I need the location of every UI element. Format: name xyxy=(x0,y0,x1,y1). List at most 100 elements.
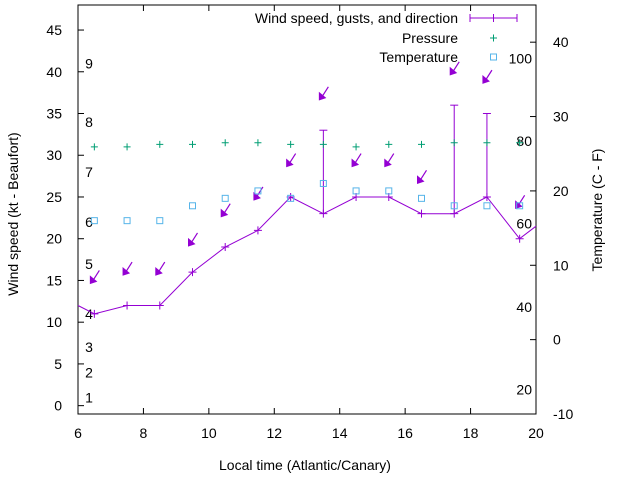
fahrenheit-label: 60 xyxy=(516,216,532,232)
pressure-point xyxy=(123,143,131,151)
y-axis-ticks: 0 5 10 15 20 25 30 35 40 45 xyxy=(46,22,84,414)
pressure-point xyxy=(450,139,458,147)
pressure-point xyxy=(156,140,164,148)
temperature-point xyxy=(287,194,295,202)
temperature-point xyxy=(352,187,360,195)
beaufort-label: 1 xyxy=(85,389,93,405)
y-tick-label: 0 xyxy=(54,398,62,414)
direction-arrowhead xyxy=(122,267,131,276)
temperature-point xyxy=(319,179,327,187)
temperature-point xyxy=(123,217,131,225)
x-tick-label: 6 xyxy=(74,425,82,441)
legend-marker-wind xyxy=(469,14,518,22)
direction-arrowhead xyxy=(155,267,163,276)
y-tick-label: 5 xyxy=(54,356,62,372)
beaufort-label: 4 xyxy=(85,306,93,322)
x-axis-label: Local time (Atlantic/Canary) xyxy=(219,457,391,473)
beaufort-label: 9 xyxy=(85,55,93,71)
beaufort-label: 6 xyxy=(85,214,93,230)
wind-line xyxy=(77,196,537,315)
wind-point xyxy=(123,301,132,310)
pressure-point xyxy=(352,143,360,151)
y-tick-label: 35 xyxy=(46,106,62,122)
wind-point xyxy=(90,309,99,318)
legend-label-temperature: Temperature xyxy=(379,49,458,65)
temperature-point xyxy=(483,202,491,210)
y2-axis-label: Temperature (C - F) xyxy=(589,149,605,272)
fahrenheit-label: 100 xyxy=(509,51,533,67)
x-tick-label: 10 xyxy=(201,425,217,441)
wind-series xyxy=(77,61,537,318)
x-tick-label: 14 xyxy=(332,425,348,441)
y-tick-label: 10 xyxy=(46,314,62,330)
direction-arrowhead xyxy=(220,208,229,218)
direction-arrowhead xyxy=(253,191,261,201)
beaufort-label: 3 xyxy=(85,339,93,355)
direction-arrowhead xyxy=(417,175,425,184)
beaufort-label: 5 xyxy=(85,256,93,272)
pressure-point xyxy=(90,143,98,151)
direction-arrowhead xyxy=(188,237,196,247)
plot-frame xyxy=(77,4,537,415)
direction-arrowhead xyxy=(482,75,490,84)
fahrenheit-label: 80 xyxy=(516,133,532,149)
direction-arrowhead xyxy=(286,158,294,168)
x-tick-label: 8 xyxy=(140,425,148,441)
beaufort-labels: 1 2 3 4 5 6 7 8 9 xyxy=(85,55,93,405)
pressure-point xyxy=(385,140,393,148)
wind-point xyxy=(188,268,197,277)
temperature-point xyxy=(254,187,262,195)
legend-marker-temperature xyxy=(490,53,497,61)
temperature-point xyxy=(156,217,164,225)
y2-tick-label: 10 xyxy=(553,257,569,273)
pressure-point xyxy=(516,139,524,147)
pressure-point xyxy=(221,139,229,147)
direction-arrowhead xyxy=(318,91,327,101)
legend-label-pressure: Pressure xyxy=(402,30,458,46)
pressure-point xyxy=(418,140,425,148)
wind-point xyxy=(417,209,426,218)
legend-marker-pressure xyxy=(490,34,497,42)
pressure-point xyxy=(287,140,295,148)
fahrenheit-label: 20 xyxy=(516,381,532,397)
y2-tick-label: -10 xyxy=(553,406,573,422)
fahrenheit-label: 40 xyxy=(516,299,532,315)
direction-arrowhead xyxy=(449,66,458,76)
x-tick-label: 20 xyxy=(528,425,544,441)
wind-point xyxy=(515,234,524,243)
pressure-point xyxy=(254,139,262,147)
beaufort-label: 8 xyxy=(85,114,93,130)
y-tick-label: 45 xyxy=(46,22,62,38)
temperature-point xyxy=(90,217,98,225)
fahrenheit-labels: 20 40 60 80 100 xyxy=(509,51,533,398)
y-tick-label: 40 xyxy=(46,64,62,80)
legend-label-wind: Wind speed, gusts, and direction xyxy=(255,10,458,26)
y-tick-label: 30 xyxy=(46,147,62,163)
beaufort-label: 2 xyxy=(85,364,93,380)
y-tick-label: 25 xyxy=(46,189,62,205)
beaufort-label: 7 xyxy=(85,164,93,180)
temperature-point xyxy=(385,187,393,195)
y2-axis-ticks: -10 0 10 20 30 40 xyxy=(530,34,573,422)
direction-arrowhead xyxy=(384,158,392,168)
x-tick-label: 16 xyxy=(397,425,413,441)
pressure-point xyxy=(483,139,491,147)
pressure-point xyxy=(189,140,196,148)
temperature-series xyxy=(90,179,524,225)
wind-point xyxy=(253,226,262,235)
x-tick-label: 12 xyxy=(266,425,282,441)
x-axis-ticks: 6 8 10 12 14 16 18 20 xyxy=(74,5,544,441)
chart-axes xyxy=(77,4,537,415)
wind-point xyxy=(221,243,230,252)
pressure-series xyxy=(90,139,524,151)
temperature-point xyxy=(221,194,229,202)
pressure-point xyxy=(319,140,327,148)
direction-arrowhead xyxy=(89,275,98,285)
y2-tick-label: 30 xyxy=(553,109,569,125)
x-tick-label: 18 xyxy=(463,425,479,441)
y-tick-label: 20 xyxy=(46,231,62,247)
y2-tick-label: 40 xyxy=(553,34,569,50)
y-tick-label: 15 xyxy=(46,272,62,288)
legend: Wind speed, gusts, and direction Pressure… xyxy=(255,10,518,65)
